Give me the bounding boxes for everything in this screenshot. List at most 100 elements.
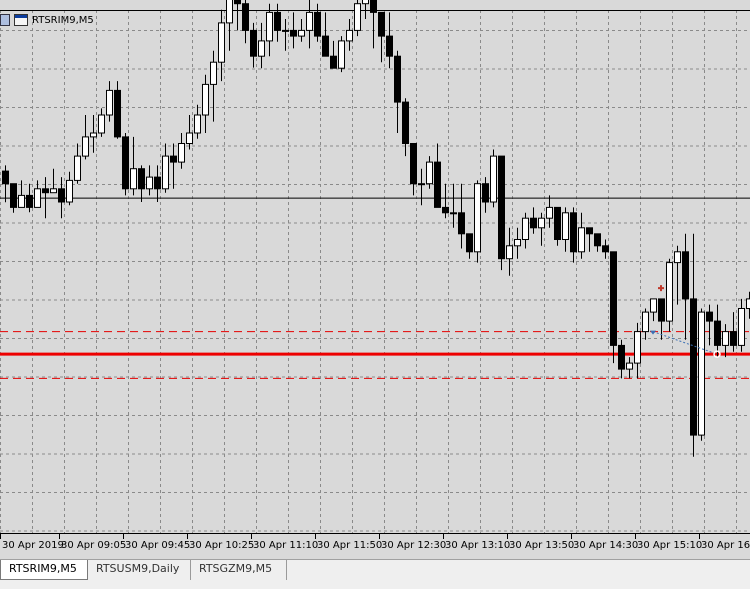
candle bbox=[443, 184, 449, 219]
candle bbox=[627, 357, 633, 378]
candle bbox=[723, 324, 729, 357]
candle bbox=[555, 207, 561, 245]
candle bbox=[59, 177, 65, 218]
candle bbox=[355, 0, 361, 36]
candle-body-bearish bbox=[411, 144, 417, 184]
candle bbox=[667, 259, 673, 332]
candle bbox=[699, 309, 705, 441]
candle bbox=[155, 165, 161, 202]
time-axis-label: 30 Apr 13:10 bbox=[445, 540, 510, 551]
tab-rtsrim9-m5[interactable]: RTSRIM9,M5 bbox=[0, 560, 88, 580]
candle-body-bearish bbox=[531, 218, 537, 228]
candle bbox=[307, 0, 313, 48]
candle bbox=[515, 228, 521, 259]
candle bbox=[179, 133, 185, 169]
candle-body-bearish bbox=[403, 102, 409, 143]
candle bbox=[219, 10, 225, 81]
candle bbox=[371, 0, 377, 48]
candle-body-bearish bbox=[115, 90, 121, 136]
candle-body-bullish bbox=[19, 195, 25, 207]
tab-label: RTSUSM9,Daily bbox=[96, 562, 179, 575]
candle-body-bearish bbox=[323, 36, 329, 56]
candle-body-bullish bbox=[195, 115, 201, 133]
chart-menu-icon[interactable] bbox=[0, 14, 10, 26]
candle-body-bearish bbox=[315, 12, 321, 36]
candle-body-bullish bbox=[667, 263, 673, 322]
candle bbox=[187, 115, 193, 150]
candle-body-bearish bbox=[331, 56, 337, 68]
candle bbox=[739, 299, 745, 352]
candle bbox=[411, 144, 417, 196]
candle-body-bearish bbox=[291, 30, 297, 36]
candle bbox=[67, 172, 73, 206]
candle bbox=[563, 207, 569, 251]
candle bbox=[3, 165, 9, 202]
candle-body-bullish bbox=[627, 363, 633, 369]
tab-rtsusm9-daily[interactable]: RTSUSM9,Daily bbox=[88, 560, 191, 580]
candle bbox=[499, 156, 505, 270]
candle bbox=[659, 299, 665, 340]
candle-body-bearish bbox=[123, 137, 129, 189]
candle bbox=[419, 169, 425, 206]
tab-label: RTSRIM9,M5 bbox=[9, 562, 77, 575]
candle bbox=[475, 180, 481, 262]
candle-body-bearish bbox=[59, 189, 65, 202]
candle bbox=[387, 12, 393, 68]
candle-body-bullish bbox=[91, 133, 97, 137]
candle-body-bullish bbox=[67, 180, 73, 202]
candle bbox=[251, 23, 257, 68]
candle bbox=[747, 292, 750, 319]
candle bbox=[99, 108, 105, 136]
candle-body-bullish bbox=[723, 332, 729, 346]
candle-body-bullish bbox=[187, 133, 193, 144]
tab-rtsgzm9-m5[interactable]: RTSGZM9,M5 bbox=[191, 560, 287, 580]
time-axis-label: 30 Apr 10:25 bbox=[189, 540, 254, 551]
candle bbox=[731, 312, 737, 352]
candle bbox=[211, 51, 217, 122]
candle bbox=[403, 98, 409, 156]
candle-body-bullish bbox=[523, 218, 529, 239]
candle-body-bearish bbox=[611, 252, 617, 346]
candle-body-bearish bbox=[467, 234, 473, 252]
candle bbox=[587, 228, 593, 252]
candle bbox=[595, 234, 601, 252]
candle-body-bullish bbox=[83, 137, 89, 156]
candle-body-bearish bbox=[715, 321, 721, 345]
candle bbox=[139, 165, 145, 202]
candle bbox=[675, 246, 681, 305]
time-axis-label: 30 Apr 14:30 bbox=[573, 540, 638, 551]
candle bbox=[651, 299, 657, 321]
candle bbox=[91, 115, 97, 153]
candle-body-bearish bbox=[243, 4, 249, 31]
candle-body-bullish bbox=[563, 213, 569, 240]
candle-body-bullish bbox=[203, 84, 209, 115]
chart-title-bar: RTSRIM9,M5 bbox=[0, 13, 94, 27]
candle bbox=[11, 184, 17, 213]
candle bbox=[611, 252, 617, 363]
chart-title: RTSRIM9,M5 bbox=[32, 15, 94, 26]
candle-body-bullish bbox=[451, 213, 457, 214]
candle-body-bullish bbox=[283, 30, 289, 31]
candle bbox=[163, 144, 169, 193]
candle bbox=[243, 0, 249, 43]
candle-body-bullish bbox=[267, 12, 273, 41]
candle bbox=[459, 184, 465, 249]
candle bbox=[507, 228, 513, 276]
candle-body-bullish bbox=[507, 246, 513, 259]
candle-body-bearish bbox=[235, 0, 241, 4]
candle bbox=[483, 177, 489, 213]
candle bbox=[195, 105, 201, 139]
candle bbox=[235, 0, 241, 30]
candle-body-bearish bbox=[371, 0, 377, 12]
time-axis-label: 30 Apr 16:05 bbox=[701, 540, 750, 551]
time-axis-label: 30 Apr 15:10 bbox=[637, 540, 702, 551]
candle-body-bearish bbox=[171, 156, 177, 162]
candle bbox=[131, 137, 137, 196]
time-axis-label: 30 Apr 13:50 bbox=[509, 540, 574, 551]
candle-body-bearish bbox=[659, 299, 665, 321]
candle-body-bullish bbox=[419, 184, 425, 185]
candle bbox=[315, 4, 321, 42]
candle bbox=[267, 4, 273, 57]
